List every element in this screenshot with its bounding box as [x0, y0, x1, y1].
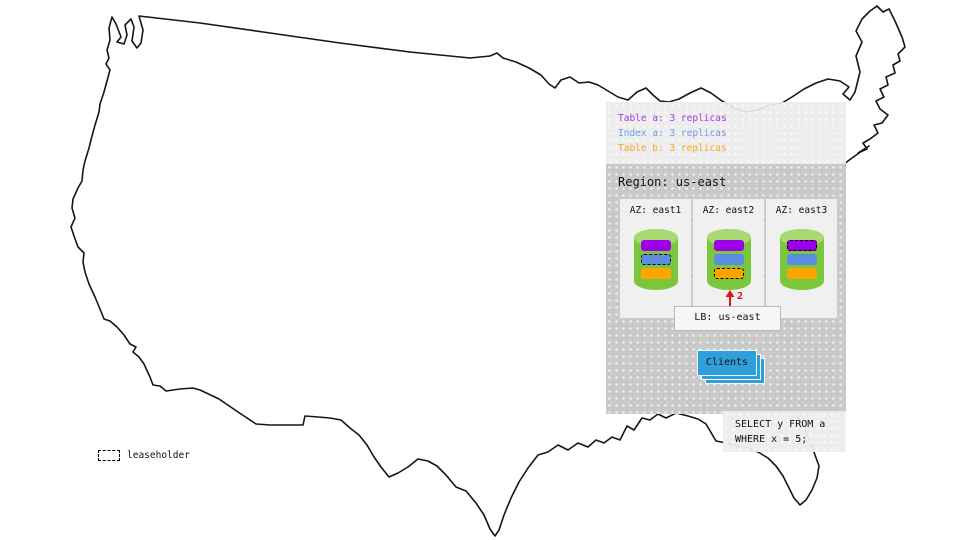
az-box-east1: AZ: east1	[620, 199, 691, 318]
sql-query-box: SELECT y FROM a WHERE x = 5;	[723, 411, 846, 452]
request-arrow-icon	[723, 290, 737, 307]
az-label-east3: AZ: east3	[775, 205, 828, 216]
az-label-east2: AZ: east2	[702, 205, 755, 216]
replica-panel: Table a: 3 replicas Index a: 3 replicas …	[606, 102, 846, 414]
leaseholder-legend: leaseholder	[98, 450, 190, 461]
clients-button[interactable]: Clients	[697, 350, 757, 376]
az-box-east2: AZ: east2	[693, 199, 764, 318]
legend-index-a: Index a: 3 replicas	[618, 128, 727, 139]
replica-bars-east1	[640, 240, 671, 279]
clients-stack: Clients	[697, 350, 765, 384]
database-cylinder-east1	[633, 229, 678, 290]
leaseholder-label: leaseholder	[127, 450, 190, 461]
database-cylinder-east3	[779, 229, 824, 290]
az-label-east1: AZ: east1	[629, 205, 682, 216]
leaseholder-swatch-icon	[98, 450, 120, 461]
replica-index-a	[713, 254, 744, 265]
replica-table-b	[786, 268, 817, 279]
replica-table-a	[713, 240, 744, 251]
replica-table-b	[713, 268, 744, 279]
load-balancer-box: LB: us-east	[674, 306, 781, 331]
replica-index-a	[786, 254, 817, 265]
replica-bars-east3	[786, 240, 817, 279]
replica-legend: Table a: 3 replicas Index a: 3 replicas …	[606, 102, 846, 164]
replica-index-a	[640, 254, 671, 265]
region-box: Region: us-east AZ: east1 AZ: east2	[606, 164, 846, 414]
legend-table-b: Table b: 3 replicas	[618, 143, 727, 154]
replica-bars-east2	[713, 240, 744, 279]
az-box-east3: AZ: east3	[766, 199, 837, 318]
legend-table-a: Table a: 3 replicas	[618, 113, 727, 124]
replica-table-a	[640, 240, 671, 251]
database-cylinder-east2	[706, 229, 751, 290]
arrow-step-label: 2	[737, 291, 744, 302]
replica-table-a	[786, 240, 817, 251]
sql-line-2: WHERE x = 5;	[735, 434, 808, 445]
az-row: AZ: east1 AZ: east2	[620, 199, 837, 318]
region-title: Region: us-east	[618, 175, 727, 189]
replica-table-b	[640, 268, 671, 279]
sql-line-1: SELECT y FROM a	[735, 419, 826, 430]
